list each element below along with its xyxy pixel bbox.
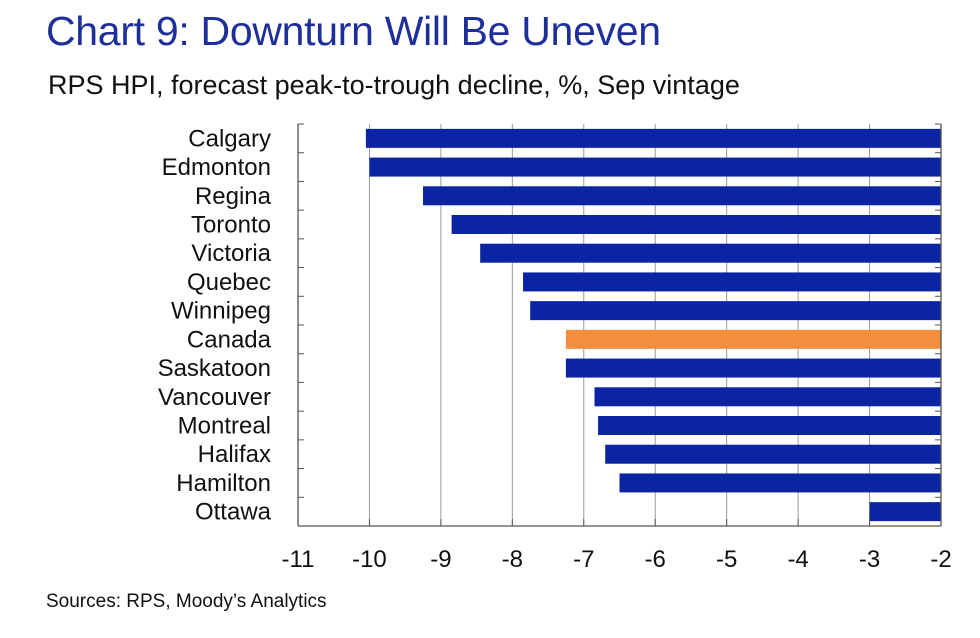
category-label: Montreal bbox=[178, 413, 271, 440]
x-tick-label: -8 bbox=[502, 546, 523, 573]
bar-vancouver bbox=[594, 387, 941, 407]
x-tick-label: -7 bbox=[573, 546, 594, 573]
x-tick-label: -10 bbox=[352, 546, 387, 573]
category-label: Edmonton bbox=[162, 154, 271, 181]
bar-quebec bbox=[523, 272, 941, 292]
x-tick-label: -11 bbox=[282, 546, 315, 573]
category-label: Vancouver bbox=[158, 384, 271, 411]
bar-hamilton bbox=[619, 473, 941, 493]
bar-regina bbox=[423, 186, 941, 206]
x-tick-label: -6 bbox=[645, 546, 666, 573]
x-tick-label: -5 bbox=[716, 546, 737, 573]
bar-edmonton bbox=[369, 157, 941, 177]
category-label: Hamilton bbox=[176, 470, 271, 497]
source-note: Sources: RPS, Moody’s Analytics bbox=[46, 591, 327, 612]
bar-montreal bbox=[598, 416, 941, 435]
category-label: Ottawa bbox=[195, 499, 272, 526]
bar-winnipeg bbox=[530, 301, 941, 321]
bar-victoria bbox=[480, 243, 941, 263]
bar-canada bbox=[565, 329, 941, 349]
bar-halifax bbox=[605, 444, 941, 464]
category-label: Victoria bbox=[191, 240, 271, 267]
bar-saskatoon bbox=[565, 358, 941, 378]
x-tick-label: -3 bbox=[859, 546, 880, 573]
bar-chart: CalgaryEdmontonReginaTorontoVictoriaQueb… bbox=[158, 123, 952, 573]
category-label: Halifax bbox=[198, 441, 271, 468]
category-label: Calgary bbox=[188, 125, 271, 152]
bar-ottawa bbox=[869, 502, 941, 522]
category-label: Regina bbox=[195, 183, 272, 210]
chart-title: Chart 9: Downturn Will Be Uneven bbox=[46, 8, 661, 54]
category-label: Quebec bbox=[187, 269, 271, 296]
category-label: Winnipeg bbox=[171, 298, 271, 325]
category-label: Canada bbox=[187, 326, 272, 353]
chart-subtitle: RPS HPI, forecast peak-to-trough decline… bbox=[48, 70, 740, 100]
category-label: Saskatoon bbox=[158, 355, 271, 382]
bar-toronto bbox=[451, 215, 941, 234]
x-tick-label: -2 bbox=[930, 546, 951, 573]
x-tick-label: -9 bbox=[430, 546, 451, 573]
category-label: Toronto bbox=[191, 212, 271, 239]
x-tick-label: -4 bbox=[787, 546, 808, 573]
bar-calgary bbox=[365, 128, 942, 148]
